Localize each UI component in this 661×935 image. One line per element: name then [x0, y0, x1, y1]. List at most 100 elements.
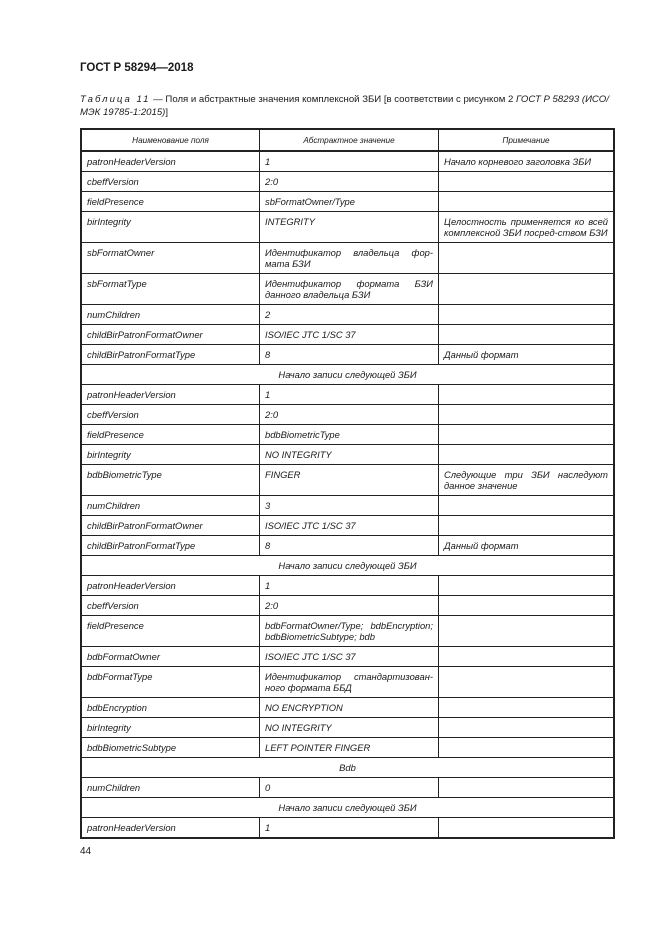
table-row: bdbFormatOwner ISO/IEC JTC 1/SC 37 — [80, 646, 615, 667]
field-name-cell: patronHeaderVersion — [80, 575, 260, 596]
column-header-note: Примечание — [438, 128, 615, 152]
abstract-value-cell: Идентификатор формата БЗИ данного владел… — [259, 273, 439, 305]
abstract-value-cell: 3 — [259, 495, 439, 516]
table-row: cbeffVersion 2:0 — [80, 404, 615, 425]
section-row: Начало записи следующей ЗБИ — [80, 364, 615, 385]
table-row: birIntegrity NO INTEGRITY — [80, 444, 615, 465]
table-row: numChildren 3 — [80, 495, 615, 516]
field-name-cell: birIntegrity — [80, 717, 260, 738]
note-cell — [438, 515, 615, 536]
abstract-value-cell: 2 — [259, 304, 439, 325]
table-row: patronHeaderVersion 1 — [80, 817, 615, 839]
table-row: patronHeaderVersion 1 — [80, 384, 615, 405]
table-row: bdbBiometricSubtype LEFT POINTER FINGER — [80, 737, 615, 758]
field-name-cell: childBirPatronFormatType — [80, 535, 260, 556]
field-name-cell: numChildren — [80, 304, 260, 325]
abstract-value-cell: 1 — [259, 384, 439, 405]
abstract-value-cell: 1 — [259, 150, 439, 172]
abstract-value-cell: bdbBiometricType — [259, 424, 439, 445]
abstract-value-cell: INTEGRITY — [259, 211, 439, 243]
caption-text: Поля и абстрактные значения комплексной … — [165, 94, 516, 105]
table-row: numChildren 0 — [80, 777, 615, 798]
table-row: sbFormatType Идентификатор формата БЗИ да… — [80, 273, 615, 305]
table-row: patronHeaderVersion 1 — [80, 575, 615, 596]
abstract-value-cell: Идентификатор стандартизован-ного формат… — [259, 666, 439, 698]
note-cell — [438, 242, 615, 274]
note-cell — [438, 595, 615, 616]
section-label-cell: Начало записи следующей ЗБИ — [80, 555, 615, 576]
field-name-cell: patronHeaderVersion — [80, 817, 260, 839]
section-label-cell: Начало записи следующей ЗБИ — [80, 797, 615, 818]
field-name-cell: sbFormatType — [80, 273, 260, 305]
field-name-cell: patronHeaderVersion — [80, 384, 260, 405]
field-name-cell: cbeffVersion — [80, 171, 260, 192]
abstract-value-cell: NO INTEGRITY — [259, 717, 439, 738]
abstract-value-cell: 0 — [259, 777, 439, 798]
table-row: fieldPresence bdbFormatOwner/Type; bdbEnc… — [80, 615, 615, 647]
fields-table: Наименование поля Абстрактное значение П… — [80, 128, 615, 839]
note-cell — [438, 817, 615, 839]
caption-end: ] — [165, 107, 169, 118]
note-cell — [438, 777, 615, 798]
field-name-cell: bdbFormatOwner — [80, 646, 260, 667]
note-cell: Данный формат — [438, 535, 615, 556]
abstract-value-cell: FINGER — [259, 464, 439, 496]
table-row: childBirPatronFormatOwner ISO/IEC JTC 1/S… — [80, 324, 615, 345]
abstract-value-cell: ISO/IEC JTC 1/SC 37 — [259, 646, 439, 667]
field-name-cell: birIntegrity — [80, 211, 260, 243]
note-cell — [438, 646, 615, 667]
table-row: bdbFormatType Идентификатор стандартизова… — [80, 666, 615, 698]
table-header-row: Наименование поля Абстрактное значение П… — [80, 128, 615, 152]
table-row: cbeffVersion 2:0 — [80, 171, 615, 192]
field-name-cell: fieldPresence — [80, 191, 260, 212]
note-cell: Следующие три ЗБИ наследуют данное значе… — [438, 464, 615, 496]
note-cell — [438, 191, 615, 212]
field-name-cell: sbFormatOwner — [80, 242, 260, 274]
section-row: Bdb — [80, 757, 615, 778]
abstract-value-cell: NO INTEGRITY — [259, 444, 439, 465]
field-name-cell: childBirPatronFormatType — [80, 344, 260, 365]
table-row: childBirPatronFormatType 8 Данный формат — [80, 344, 615, 365]
abstract-value-cell: 1 — [259, 575, 439, 596]
abstract-value-cell: 2:0 — [259, 404, 439, 425]
abstract-value-cell: ISO/IEC JTC 1/SC 37 — [259, 515, 439, 536]
field-name-cell: childBirPatronFormatOwner — [80, 515, 260, 536]
field-name-cell: bdbFormatType — [80, 666, 260, 698]
note-cell — [438, 424, 615, 445]
table-row: fieldPresence sbFormatOwner/Type — [80, 191, 615, 212]
abstract-value-cell: 1 — [259, 817, 439, 839]
abstract-value-cell: 2:0 — [259, 171, 439, 192]
field-name-cell: patronHeaderVersion — [80, 150, 260, 172]
section-label-cell: Начало записи следующей ЗБИ — [80, 364, 615, 385]
document-title: ГОСТ Р 58294—2018 — [80, 62, 194, 74]
column-header-field-name: Наименование поля — [80, 128, 260, 152]
field-name-cell: bdbBiometricType — [80, 464, 260, 496]
column-header-abstract-value: Абстрактное значение — [259, 128, 439, 152]
note-cell: Начало корневого заголовка ЗБИ — [438, 150, 615, 172]
section-row: Начало записи следующей ЗБИ — [80, 797, 615, 818]
note-cell — [438, 384, 615, 405]
field-name-cell: fieldPresence — [80, 615, 260, 647]
table-row: birIntegrity NO INTEGRITY — [80, 717, 615, 738]
abstract-value-cell: Идентификатор владельца фор-мата БЗИ — [259, 242, 439, 274]
note-cell: Целостность применяется ко всей комплекс… — [438, 211, 615, 243]
note-cell — [438, 697, 615, 718]
field-name-cell: numChildren — [80, 777, 260, 798]
table-row: cbeffVersion 2:0 — [80, 595, 615, 616]
abstract-value-cell: 8 — [259, 535, 439, 556]
abstract-value-cell: 2:0 — [259, 595, 439, 616]
field-name-cell: bdbEncryption — [80, 697, 260, 718]
note-cell — [438, 666, 615, 698]
table-caption: Таблица 11 — Поля и абстрактные значения… — [80, 93, 615, 119]
note-cell — [438, 444, 615, 465]
table-row: bdbBiometricType FINGER Следующие три ЗБИ … — [80, 464, 615, 496]
table-row: birIntegrity INTEGRITY Целостность применя… — [80, 211, 615, 243]
field-name-cell: cbeffVersion — [80, 404, 260, 425]
abstract-value-cell: NO ENCRYPTION — [259, 697, 439, 718]
note-cell — [438, 273, 615, 305]
note-cell — [438, 324, 615, 345]
table-body: patronHeaderVersion 1 Начало корневого заг… — [80, 150, 615, 839]
table-label: Таблица 11 — [80, 94, 151, 105]
caption-reference: ГОСТ Р 58293 (ИСО/МЭК 19785-1:2015) — [80, 94, 609, 118]
table-row: fieldPresence bdbBiometricType — [80, 424, 615, 445]
